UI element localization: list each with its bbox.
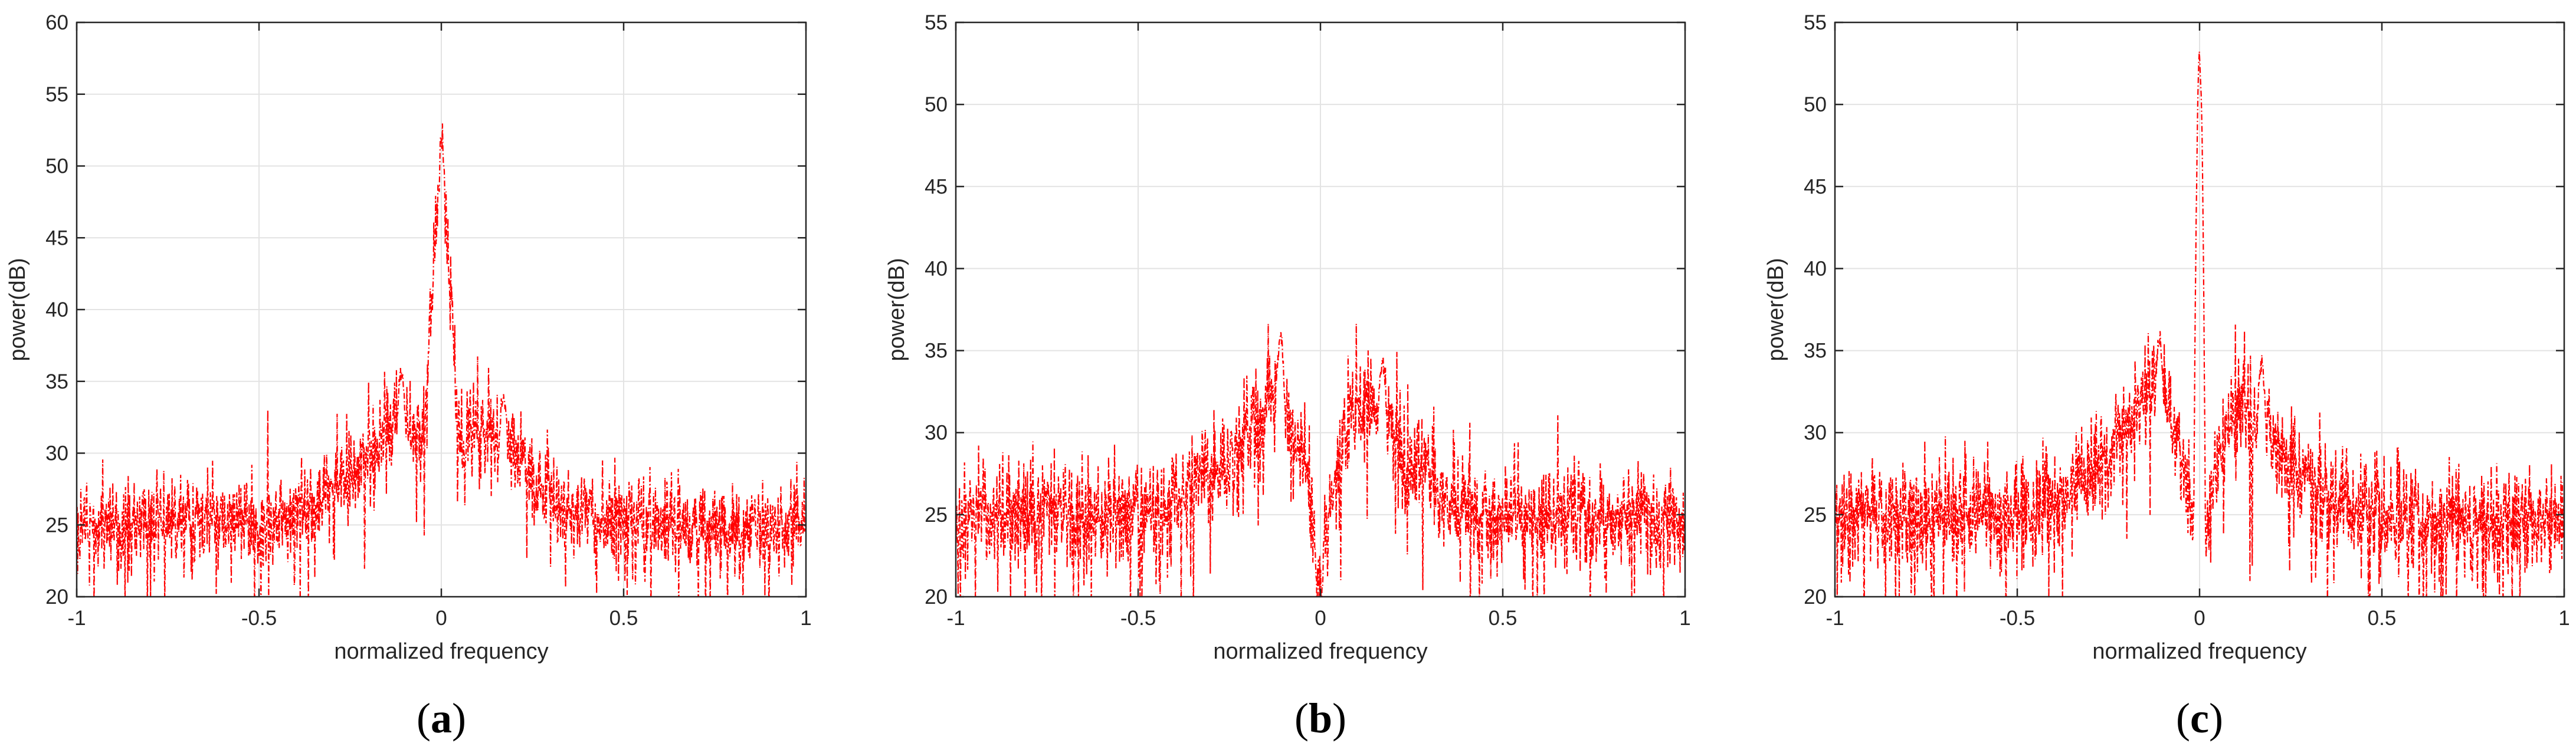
y-tick-label: 25	[1804, 504, 1827, 527]
x-axis-label: normalized frequency	[2092, 639, 2306, 664]
y-tick-label: 35	[45, 370, 68, 393]
y-tick-label: 40	[925, 257, 948, 280]
x-tick-label: 0	[1315, 607, 1326, 630]
panel-caption: (b)	[1294, 695, 1346, 742]
y-tick-label: 20	[925, 586, 948, 609]
spectrum-trace	[956, 323, 1685, 597]
y-tick-label: 30	[45, 442, 68, 465]
y-axis-label: power(dB)	[5, 258, 30, 361]
y-tick-label: 40	[45, 298, 68, 321]
x-tick-label: -0.5	[1120, 607, 1156, 630]
x-tick-label: 0	[435, 607, 447, 630]
y-tick-label: 20	[1804, 586, 1827, 609]
panel-caption: (c)	[2176, 695, 2223, 742]
x-tick-label: 0.5	[1489, 607, 1518, 630]
panel-c: -1 -0.5 0 0.5 1 20 25 30 35 40 45 50 55 normalized fr…	[1764, 11, 2570, 742]
x-tick-label: -1	[1826, 607, 1844, 630]
x-tick-label: -1	[67, 607, 86, 630]
y-tick-label: 45	[925, 175, 948, 198]
y-tick-label: 50	[1804, 93, 1827, 116]
y-axis-label: power(dB)	[884, 258, 909, 361]
x-tick-label: 0	[2194, 607, 2205, 630]
y-tick-label: 60	[45, 11, 68, 34]
y-tick-label: 55	[1804, 11, 1827, 34]
x-tick-label: 0.5	[609, 607, 638, 630]
panel-caption: (a)	[417, 695, 466, 742]
x-tick-label: -0.5	[241, 607, 277, 630]
spectrum-trace	[77, 123, 806, 597]
y-tick-label: 50	[925, 93, 948, 116]
x-tick-label: 0.5	[2368, 607, 2397, 630]
x-tick-label: -0.5	[2000, 607, 2035, 630]
y-axis-label: power(dB)	[1764, 258, 1788, 361]
x-axis-label: normalized frequency	[334, 639, 548, 664]
y-tick-label: 35	[925, 340, 948, 363]
panel-b: -1 -0.5 0 0.5 1 20 25 30 35 40 45 50 55 normalized fr…	[884, 11, 1691, 742]
y-tick-label: 30	[925, 422, 948, 445]
x-axis-label: normalized frequency	[1213, 639, 1427, 664]
x-tick-label: 1	[1679, 607, 1690, 630]
x-tick-label: -1	[946, 607, 965, 630]
x-tick-label: 1	[800, 607, 811, 630]
panel-a: -1 -0.5 0 0.5 1 20 25 30 35 40 45 50 55 60 normalized …	[5, 11, 812, 742]
y-tick-label: 55	[45, 83, 68, 106]
y-tick-label: 55	[925, 11, 948, 34]
y-tick-label: 50	[45, 155, 68, 178]
y-tick-label: 25	[45, 514, 68, 537]
y-tick-label: 25	[925, 504, 948, 527]
x-tick-label: 1	[2558, 607, 2570, 630]
y-tick-label: 40	[1804, 257, 1827, 280]
y-tick-label: 30	[1804, 422, 1827, 445]
y-tick-label: 45	[1804, 175, 1827, 198]
y-tick-label: 20	[45, 586, 68, 609]
y-tick-label: 35	[1804, 340, 1827, 363]
spectrum-trace	[1835, 51, 2564, 597]
y-tick-label: 45	[45, 226, 68, 249]
